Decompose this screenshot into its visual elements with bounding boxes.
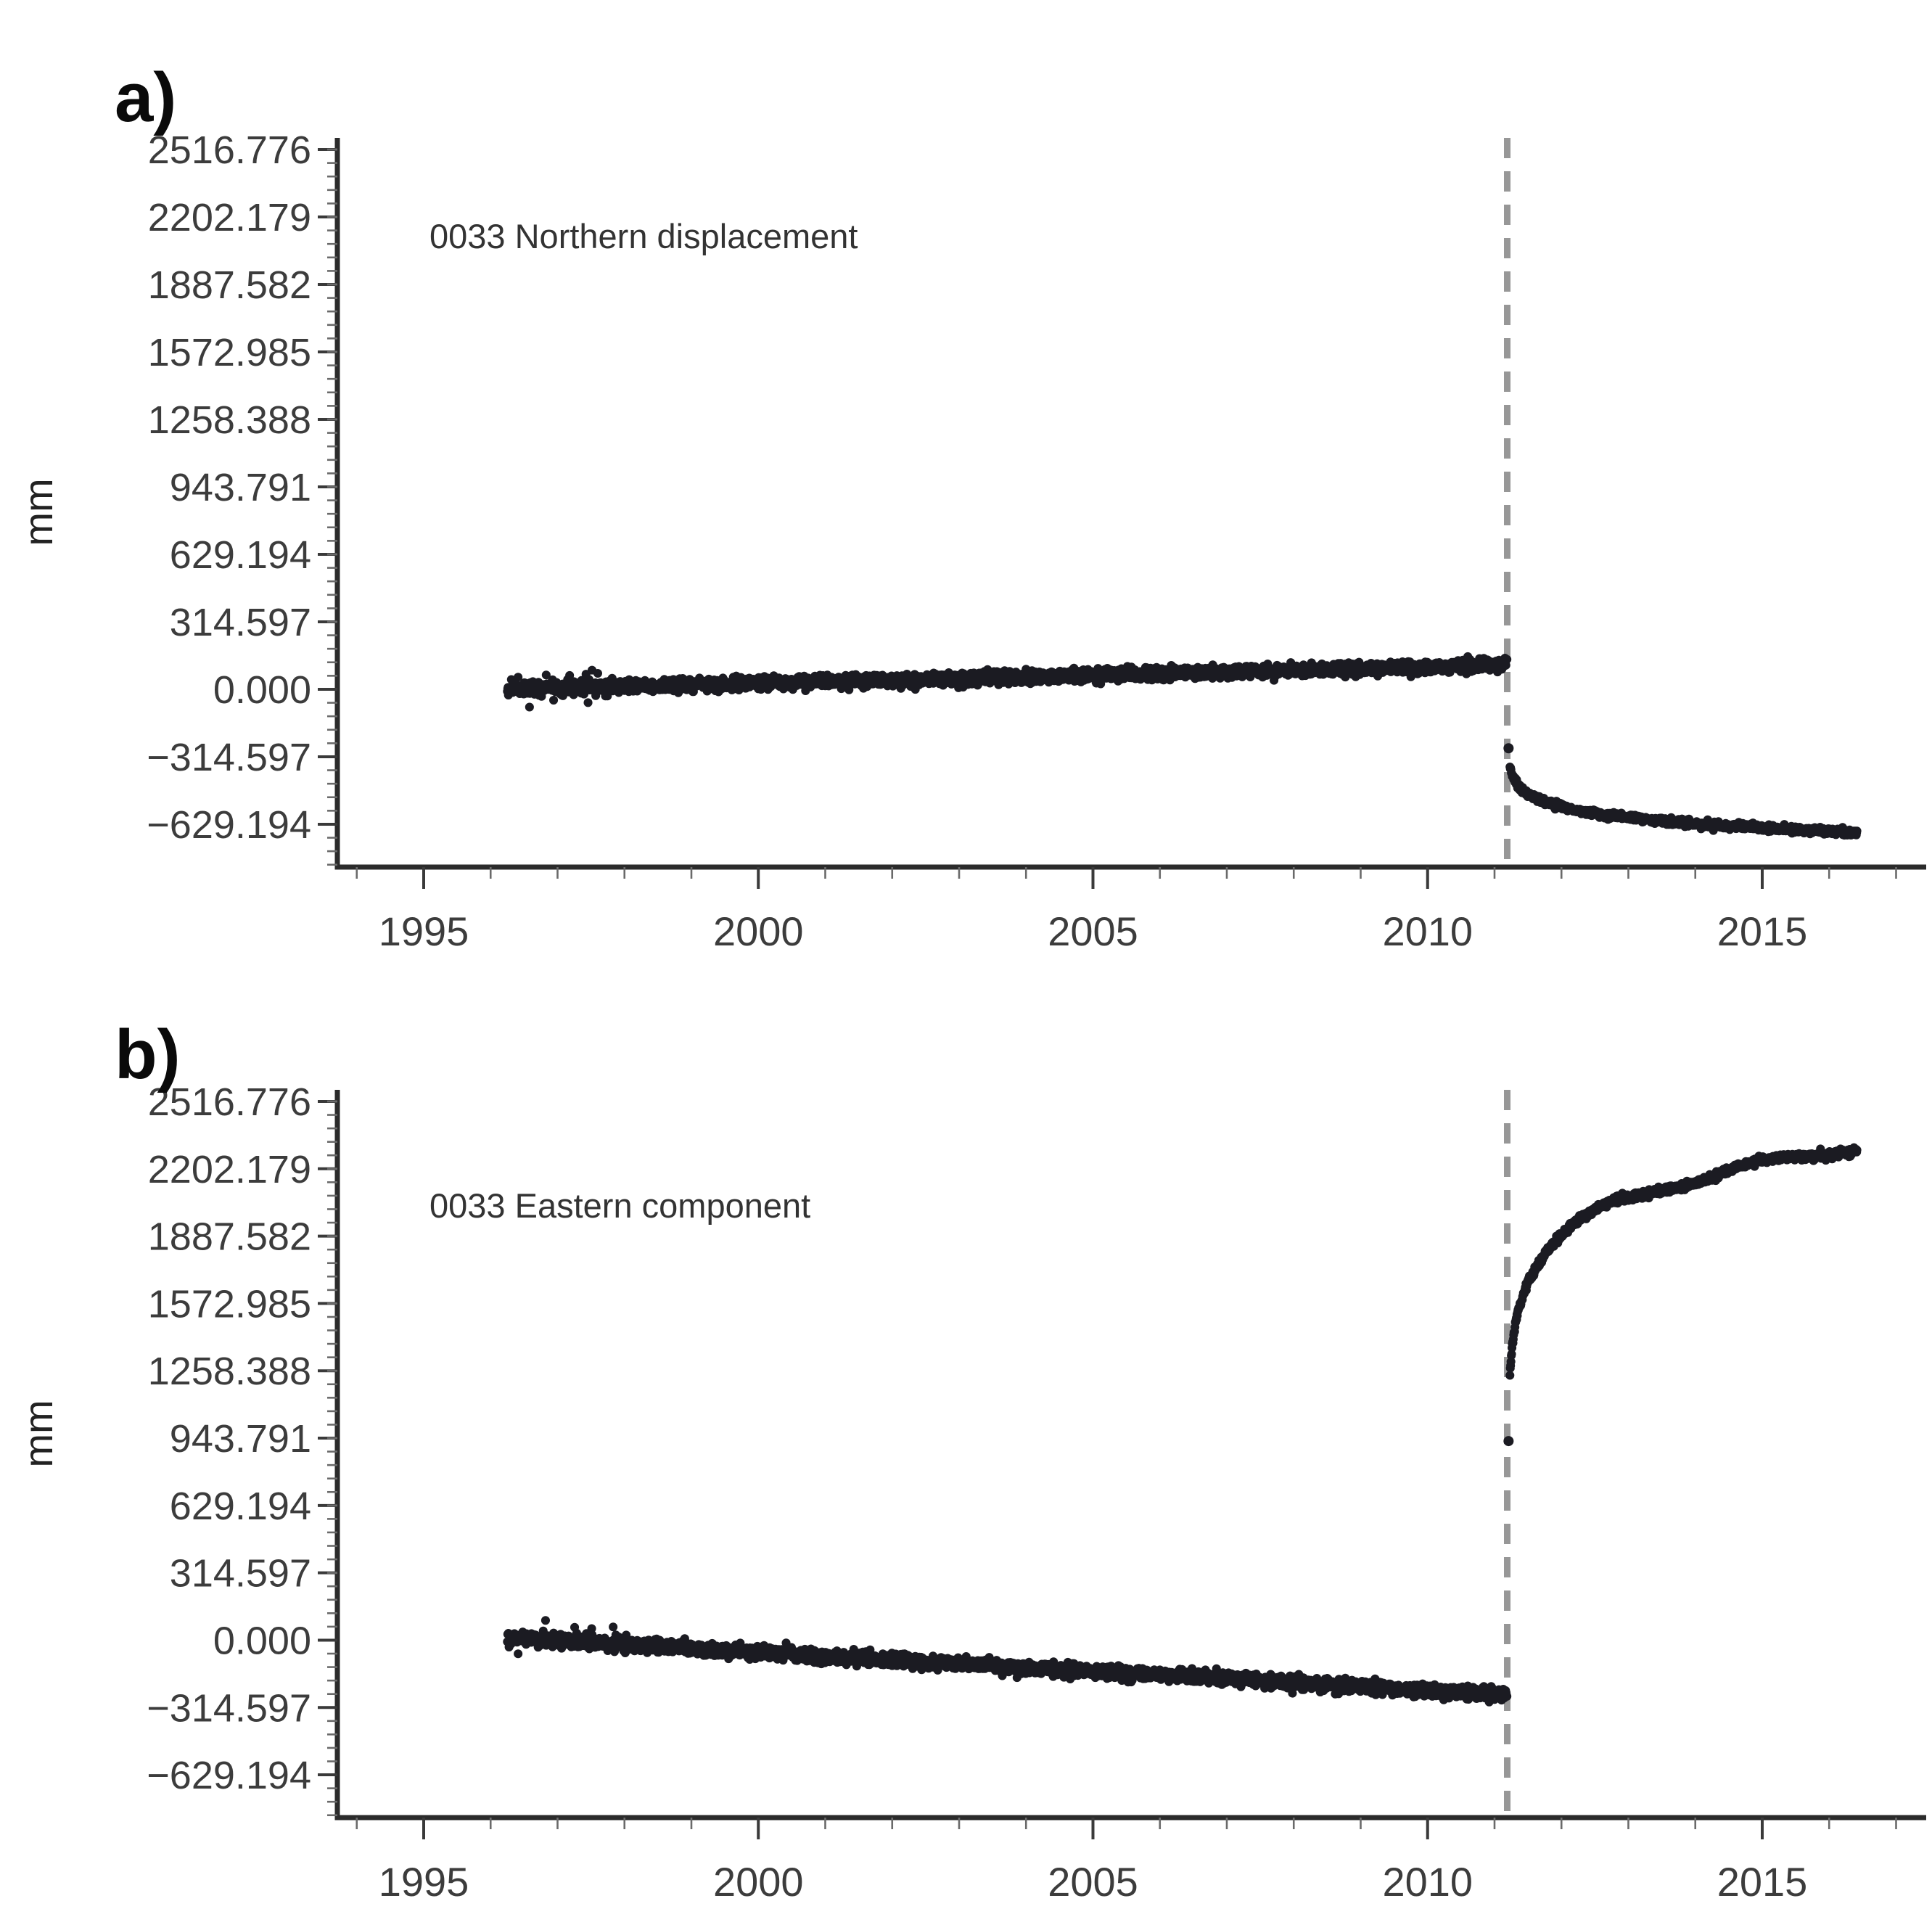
offset-point — [1503, 1436, 1514, 1447]
x-axis-tick-label: 2005 — [1048, 1859, 1138, 1905]
panel-title: 0033 Northern displacement — [429, 217, 858, 255]
y-axis-tick-label: 1887.582 — [148, 1215, 311, 1259]
y-axis-tick-label: 1258.388 — [148, 398, 311, 442]
y-axis-tick-label: 1887.582 — [148, 263, 311, 307]
y-axis-tick-label: −314.597 — [147, 1686, 311, 1730]
x-axis-tick-label: 2005 — [1048, 908, 1138, 954]
x-axis-tick-label: 2015 — [1717, 908, 1808, 954]
y-axis-tick-label: 314.597 — [170, 601, 311, 644]
y-axis-tick-label: 2202.179 — [148, 1148, 311, 1191]
x-axis-tick-label: 2000 — [713, 908, 804, 954]
y-axis-unit-label: mm — [15, 1400, 61, 1467]
axis-spine — [334, 1090, 1926, 1820]
panel-title: 0033 Eastern component — [429, 1186, 810, 1225]
offset-point — [1503, 743, 1514, 754]
panel-letter: b) — [115, 1016, 181, 1093]
y-axis-tick-label: 2516.776 — [148, 128, 311, 172]
scatter-band — [503, 1616, 1512, 1707]
y-axis-tick-label: −629.194 — [147, 803, 311, 847]
scatter-band — [503, 652, 1512, 712]
y-axis-tick-label: 629.194 — [170, 533, 311, 577]
x-axis-tick-label: 2000 — [713, 1859, 804, 1905]
x-axis-tick-label: 2015 — [1717, 1859, 1808, 1905]
y-axis-tick-label: 314.597 — [170, 1552, 311, 1596]
x-axis-tick-label: 1995 — [379, 908, 469, 954]
y-axis-tick-label: 1572.985 — [148, 331, 311, 374]
x-axis-tick-label: 2010 — [1382, 1859, 1473, 1905]
y-axis-tick-label: 2516.776 — [148, 1080, 311, 1124]
scatter-band — [1505, 1143, 1862, 1380]
y-axis-tick-label: 2202.179 — [148, 196, 311, 239]
y-axis-tick-label: 629.194 — [170, 1485, 311, 1528]
y-axis-tick-label: −629.194 — [147, 1754, 311, 1797]
axis-spine — [334, 138, 1926, 870]
panel-letter: a) — [115, 59, 176, 136]
y-axis-tick-label: 0.000 — [213, 1619, 311, 1662]
y-axis-tick-label: 1572.985 — [148, 1282, 311, 1326]
y-axis-tick-label: 0.000 — [213, 668, 311, 712]
x-axis-tick-label: 1995 — [379, 1859, 469, 1905]
y-axis-tick-label: 1258.388 — [148, 1350, 311, 1393]
y-axis-tick-label: −314.597 — [147, 736, 311, 779]
y-axis-tick-label: 943.791 — [170, 1417, 311, 1461]
x-axis-tick-label: 2010 — [1382, 908, 1473, 954]
panel-a: 2516.776 2202.179 1887.582 1572.985 1258.388… — [15, 59, 1926, 954]
y-axis-unit-label: mm — [15, 478, 61, 546]
panel-b: 2516.776 2202.179 1887.582 1572.985 1258.388… — [15, 1016, 1926, 1905]
scatter-band — [1505, 763, 1862, 840]
y-axis-tick-label: 943.791 — [170, 466, 311, 509]
